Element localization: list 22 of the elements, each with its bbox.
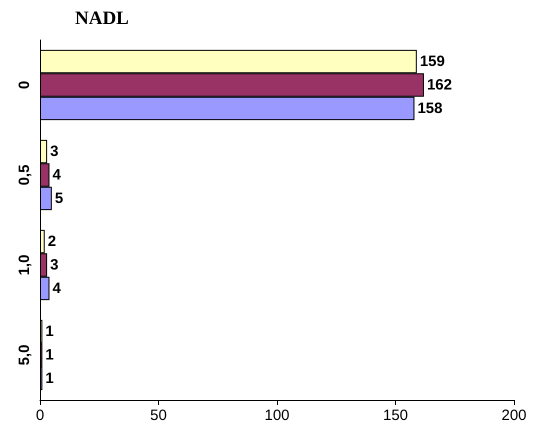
x-tick-label: 50: [150, 407, 167, 424]
x-tick-label: 200: [501, 407, 527, 424]
chart-title: NADL: [75, 8, 129, 29]
y-tick-label: 0,5: [16, 164, 33, 186]
data-label: 4: [52, 166, 62, 184]
data-label: 5: [54, 190, 64, 207]
data-label: 159: [420, 53, 445, 70]
data-label: 1: [45, 323, 54, 340]
data-label: 3: [50, 143, 58, 160]
y-tick-label: 0: [16, 80, 33, 90]
y-tick-label: 1,0: [16, 254, 33, 276]
data-label: 1: [45, 370, 54, 387]
data-label: 1: [45, 346, 54, 364]
y-tick-label: 5,0: [16, 344, 33, 366]
data-label: 162: [426, 76, 452, 94]
data-label: 3: [50, 256, 58, 274]
data-label: 2: [48, 233, 56, 250]
data-label: 158: [417, 100, 442, 117]
x-tick-label: 100: [264, 407, 290, 424]
x-tick-label: 0: [36, 407, 44, 424]
data-label: 4: [52, 280, 62, 297]
x-tick-label: 150: [382, 407, 408, 424]
